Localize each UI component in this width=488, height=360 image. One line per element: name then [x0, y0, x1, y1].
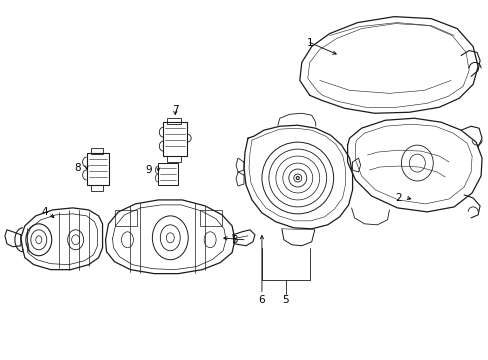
Bar [167, 118, 181, 124]
Text: 2: 2 [394, 193, 401, 203]
Text: 6: 6 [258, 294, 264, 305]
Text: 4: 4 [41, 207, 48, 217]
Bar [86, 153, 108, 185]
Bar [90, 185, 102, 191]
Text: 3: 3 [231, 235, 238, 245]
Bar [115, 210, 137, 226]
Bar [200, 210, 222, 226]
Bar [158, 163, 178, 185]
Text: 9: 9 [145, 165, 152, 175]
Text: 5: 5 [282, 294, 288, 305]
Text: 8: 8 [74, 163, 81, 173]
Text: 7: 7 [172, 105, 178, 115]
Bar [90, 148, 102, 154]
Text: 1: 1 [306, 37, 312, 48]
Bar [167, 156, 181, 162]
Bar [163, 122, 187, 156]
